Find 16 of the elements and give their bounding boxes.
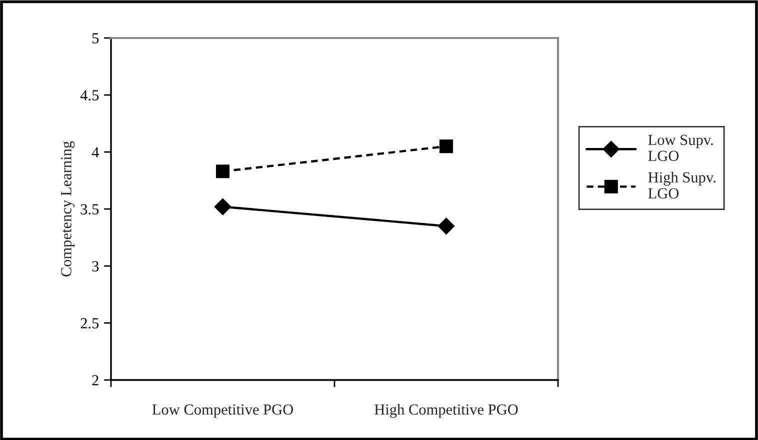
y-tick-label: 3 xyxy=(92,261,99,272)
y-axis-title: Competency Learning xyxy=(61,141,75,276)
y-tick-label: 2 xyxy=(92,375,98,386)
x-tick-label: High Competitive PGO xyxy=(374,404,518,418)
y-tick-label: 4.5 xyxy=(80,90,99,101)
point xyxy=(439,140,454,154)
y-tick-label: 4 xyxy=(92,147,99,158)
point xyxy=(438,218,455,234)
x-tick-label: Low Competitive PGO xyxy=(152,404,293,418)
point xyxy=(216,164,230,178)
y-tick-label: 3.5 xyxy=(80,204,99,215)
point xyxy=(214,198,232,216)
y-tick-label: 2.5 xyxy=(80,318,99,329)
legend-label: High Supv. LGO xyxy=(648,172,716,199)
legend-label: Low Supv. LGO xyxy=(648,134,713,162)
y-tick-label: 5 xyxy=(92,33,99,44)
